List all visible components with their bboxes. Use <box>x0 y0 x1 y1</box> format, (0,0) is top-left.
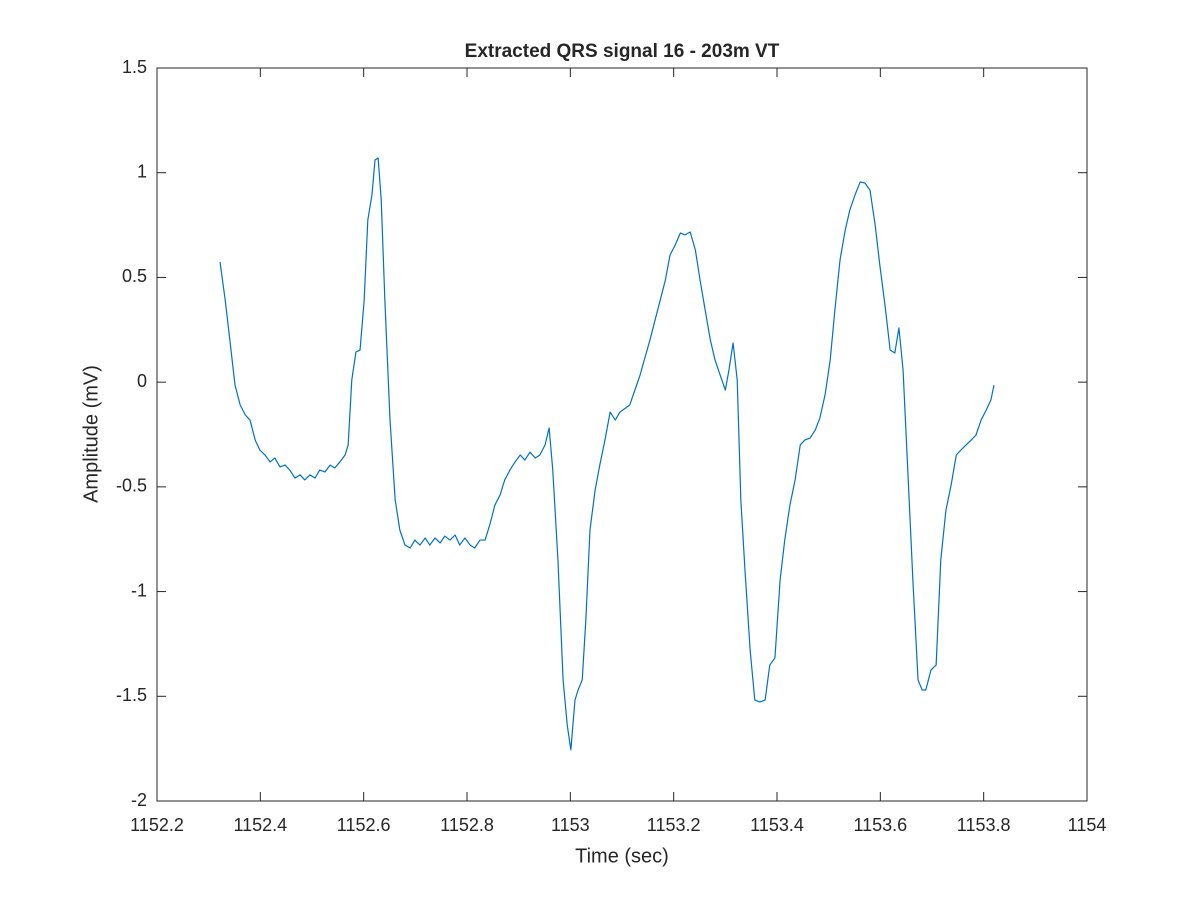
y-tick-label: 0.5 <box>122 266 147 286</box>
x-tick-label: 1152.4 <box>233 815 287 835</box>
y-axis-label: Amplitude (mV) <box>80 365 102 503</box>
signal-line <box>219 157 995 751</box>
y-tick-label: -1.5 <box>116 685 147 705</box>
x-tick-label: 1154 <box>1068 815 1107 835</box>
y-tick-label: -1 <box>131 580 147 600</box>
x-tick-label: 1153.4 <box>750 815 804 835</box>
y-tick-label: -2 <box>131 790 147 810</box>
x-tick-label: 1153.6 <box>853 815 907 835</box>
y-tick-label: 1 <box>137 161 147 181</box>
x-tick-label: 1153 <box>551 815 590 835</box>
y-tick-label: -0.5 <box>116 476 147 496</box>
x-tick-label: 1152.2 <box>130 815 184 835</box>
x-axis-label: Time (sec) <box>575 845 669 867</box>
y-tick-label: 0 <box>137 371 147 391</box>
chart-title: Extracted QRS signal 16 - 203m VT <box>465 41 780 62</box>
y-tick-label: 1.5 <box>122 57 147 77</box>
x-tick-label: 1152.8 <box>440 815 494 835</box>
x-tick-label: 1152.6 <box>337 815 391 835</box>
x-tick-label: 1153.8 <box>957 815 1011 835</box>
x-tick-label: 1153.2 <box>647 815 701 835</box>
axes-box <box>156 67 1088 802</box>
